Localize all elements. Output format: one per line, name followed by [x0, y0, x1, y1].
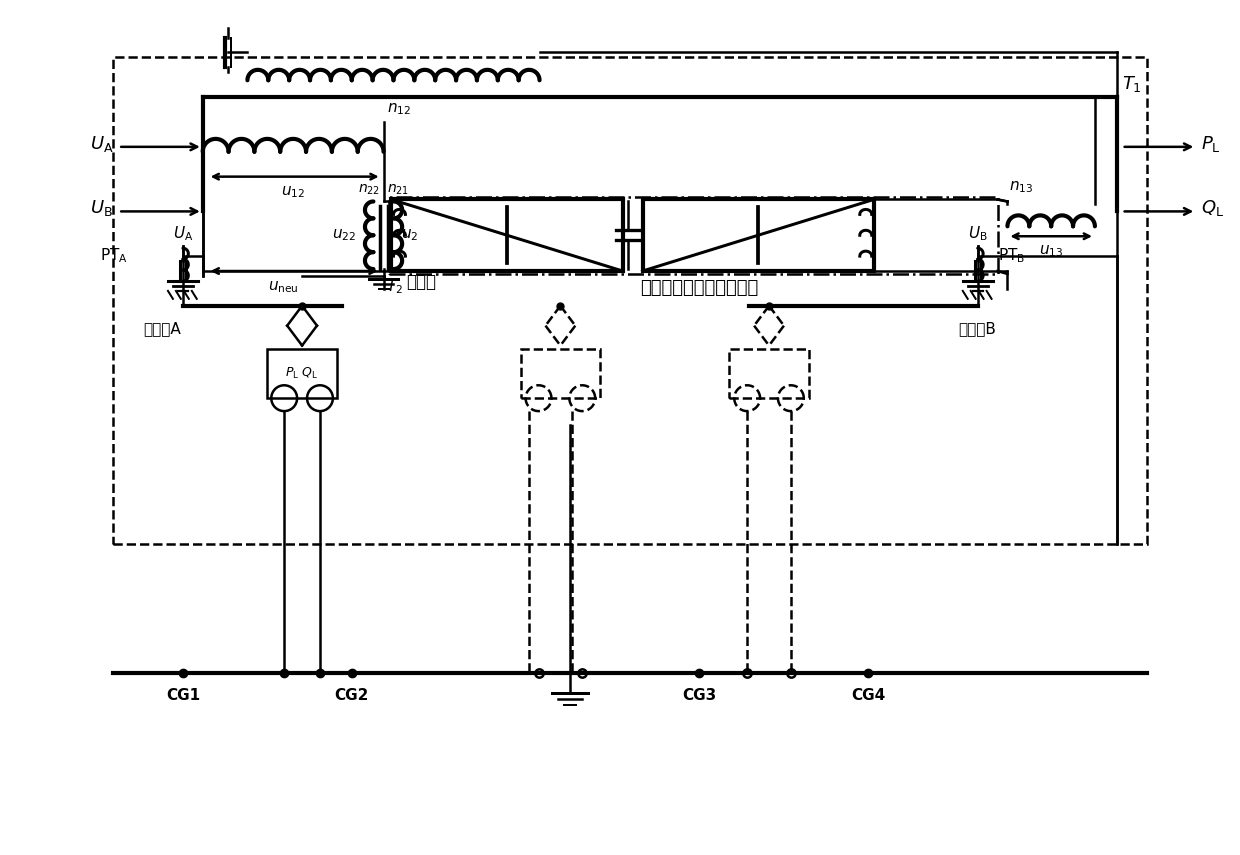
Text: CG2: CG2 — [335, 688, 370, 704]
Text: $T_1$: $T_1$ — [1122, 74, 1142, 94]
Text: 中性段: 中性段 — [407, 273, 436, 291]
Text: $u_\mathrm{neu}$: $u_\mathrm{neu}$ — [268, 279, 299, 295]
Bar — [392, 199, 622, 271]
Text: $Q_\mathrm{L}$: $Q_\mathrm{L}$ — [1202, 198, 1224, 218]
Bar — [113, 57, 1147, 545]
Text: 供电臂A: 供电臂A — [143, 321, 181, 336]
Bar — [388, 197, 997, 274]
Bar — [729, 349, 808, 398]
Text: $n_{22}$: $n_{22}$ — [358, 182, 381, 197]
Text: $T_2$: $T_2$ — [386, 277, 403, 296]
Text: $\mathrm{PT_A}$: $\mathrm{PT_A}$ — [100, 247, 128, 265]
Text: $u_{13}$: $u_{13}$ — [1039, 243, 1064, 259]
Text: $U_\mathrm{A}$: $U_\mathrm{A}$ — [172, 225, 193, 243]
Text: $u_2$: $u_2$ — [402, 227, 419, 243]
Text: $U_\mathrm{B}$: $U_\mathrm{B}$ — [91, 198, 113, 218]
Text: $\mathrm{PT_B}$: $\mathrm{PT_B}$ — [997, 247, 1024, 265]
Text: $U_\mathrm{B}$: $U_\mathrm{B}$ — [968, 225, 987, 243]
Bar — [642, 199, 874, 271]
Text: CG3: CG3 — [682, 688, 717, 704]
Text: $u_{22}$: $u_{22}$ — [331, 227, 356, 243]
Text: $n_{21}$: $n_{21}$ — [387, 182, 409, 197]
Bar — [521, 349, 600, 398]
Text: $u_{12}$: $u_{12}$ — [281, 185, 305, 200]
Text: $U_\mathrm{A}$: $U_\mathrm{A}$ — [89, 134, 113, 154]
Bar — [268, 349, 337, 398]
Text: $n_{12}$: $n_{12}$ — [387, 102, 410, 117]
Text: 供电臂B: 供电臂B — [957, 321, 996, 336]
Text: $P_\mathrm{L}\ Q_\mathrm{L}$: $P_\mathrm{L}\ Q_\mathrm{L}$ — [285, 366, 319, 381]
Text: CG4: CG4 — [851, 688, 885, 704]
Text: CG1: CG1 — [166, 688, 200, 704]
Text: $P_\mathrm{L}$: $P_\mathrm{L}$ — [1202, 134, 1221, 154]
Text: $n_{13}$: $n_{13}$ — [1009, 179, 1034, 195]
Text: 组合式虚拟同相供电装置: 组合式虚拟同相供电装置 — [640, 279, 759, 297]
